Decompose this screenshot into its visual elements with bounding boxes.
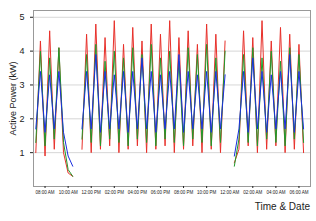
svg-text:06:00 AM: 06:00 AM [289,190,308,195]
svg-text:5: 5 [19,12,24,22]
svg-text:10:00 AM: 10:00 AM [59,190,78,195]
svg-text:04:00 AM: 04:00 AM [266,190,285,195]
svg-text:1: 1 [19,148,24,158]
svg-text:06:00 PM: 06:00 PM [151,190,171,195]
html-text:Time & Date: Time & Date [254,201,310,212]
svg-text:4: 4 [19,46,24,56]
svg-text:08:00 AM: 08:00 AM [36,190,55,195]
svg-text:2: 2 [19,114,24,124]
svg-text:02:00 PM: 02:00 PM [105,190,125,195]
svg-text:12:00 AM: 12:00 AM [220,190,239,195]
svg-text:02:00 AM: 02:00 AM [243,190,262,195]
svg-text:3: 3 [19,80,24,90]
svg-text:12:00 PM: 12:00 PM [82,190,102,195]
svg-text:08:00 PM: 08:00 PM [174,190,194,195]
svg-text:04:00 PM: 04:00 PM [128,190,148,195]
svg-text:10:00 PM: 10:00 PM [197,190,217,195]
svg-text:Active Power (kW): Active Power (kW) [8,61,18,135]
